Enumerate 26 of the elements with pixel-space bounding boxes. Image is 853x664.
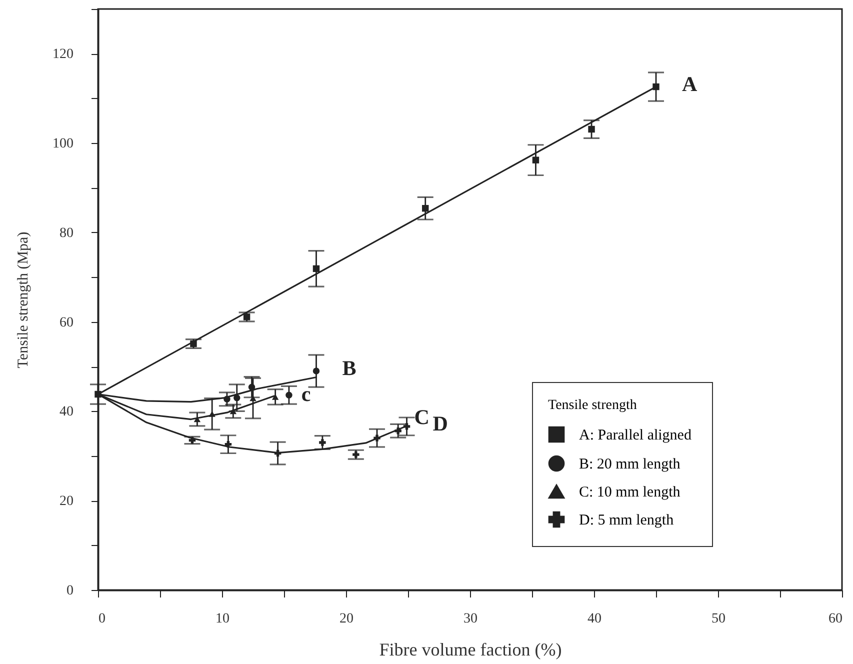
x-tick-label: 40: [588, 612, 602, 626]
legend-label: C: 10 mm length: [579, 484, 681, 500]
x-axis-title: Fibre volume faction (%): [379, 640, 562, 660]
y-tick-label: 20: [60, 494, 74, 510]
legend-label: A: Parallel aligned: [579, 428, 692, 444]
x-tick-label: 20: [340, 612, 354, 626]
y-tick-label: 0: [66, 584, 74, 598]
y-tick-label: 60: [60, 315, 74, 330]
x-tick-label: 50: [712, 612, 726, 626]
legend-label: D: 5 mm length: [579, 512, 674, 528]
annotation: c: [301, 382, 311, 406]
y-tick-label: 100: [52, 136, 74, 152]
legend-label: B: 20 mm length: [579, 456, 681, 472]
y-tick-label: 120: [52, 47, 74, 62]
y-tick-label: 80: [60, 226, 74, 241]
x-tick-label: 0: [98, 612, 106, 626]
legend-title: Tensile strength: [548, 398, 637, 413]
y-axis-title: Tensile strength (Mpa): [16, 232, 32, 368]
annotation: A: [682, 72, 698, 96]
annotation: B: [342, 356, 356, 380]
x-tick-label: 10: [216, 612, 230, 626]
x-tick-label: 60: [828, 612, 842, 626]
y-tick-label: 40: [60, 404, 74, 420]
annotation: C: [414, 404, 430, 429]
x-tick-label: 30: [464, 612, 478, 626]
annotation: D: [432, 411, 448, 436]
